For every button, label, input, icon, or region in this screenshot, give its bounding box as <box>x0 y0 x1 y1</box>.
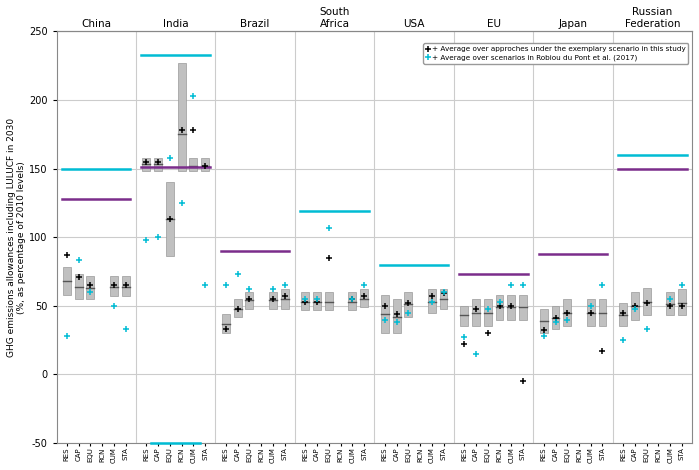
Bar <box>586 299 595 326</box>
Bar <box>678 290 686 315</box>
Bar <box>461 306 468 326</box>
Bar <box>507 295 515 320</box>
Bar <box>87 275 94 299</box>
Bar <box>301 292 309 310</box>
Bar <box>245 292 253 308</box>
Bar <box>348 292 356 310</box>
Bar <box>143 157 150 171</box>
Bar <box>619 303 627 326</box>
Bar <box>484 299 492 326</box>
Bar <box>154 157 162 171</box>
Bar <box>598 299 607 326</box>
Legend: + Average over approches under the exemplary scenario in this study, + Average o: + Average over approches under the exemp… <box>423 43 689 64</box>
Bar <box>381 295 389 333</box>
Bar <box>166 182 174 256</box>
Bar <box>313 292 321 310</box>
Bar <box>540 308 548 333</box>
Bar <box>178 63 185 171</box>
Bar <box>122 275 129 296</box>
Y-axis label: GHG emissions allowances including LULUCF in 2030
(%, as percentage of 2010 leve: GHG emissions allowances including LULUC… <box>7 118 27 357</box>
Bar <box>360 290 368 307</box>
Bar <box>201 157 209 171</box>
Bar <box>393 299 401 333</box>
Bar <box>563 299 571 326</box>
Bar <box>110 275 118 296</box>
Bar <box>404 292 412 317</box>
Bar <box>666 292 675 315</box>
Bar <box>472 299 480 326</box>
Bar <box>75 274 82 299</box>
Bar <box>428 290 435 313</box>
Bar <box>631 292 639 320</box>
Bar <box>440 290 447 308</box>
Bar <box>325 292 333 310</box>
Bar <box>222 314 230 333</box>
Bar <box>189 157 197 171</box>
Bar <box>496 295 503 320</box>
Bar <box>63 267 71 295</box>
Bar <box>280 290 289 308</box>
Bar <box>233 299 242 317</box>
Bar <box>269 292 277 308</box>
Bar <box>643 288 651 315</box>
Bar <box>552 306 559 329</box>
Bar <box>519 295 527 320</box>
